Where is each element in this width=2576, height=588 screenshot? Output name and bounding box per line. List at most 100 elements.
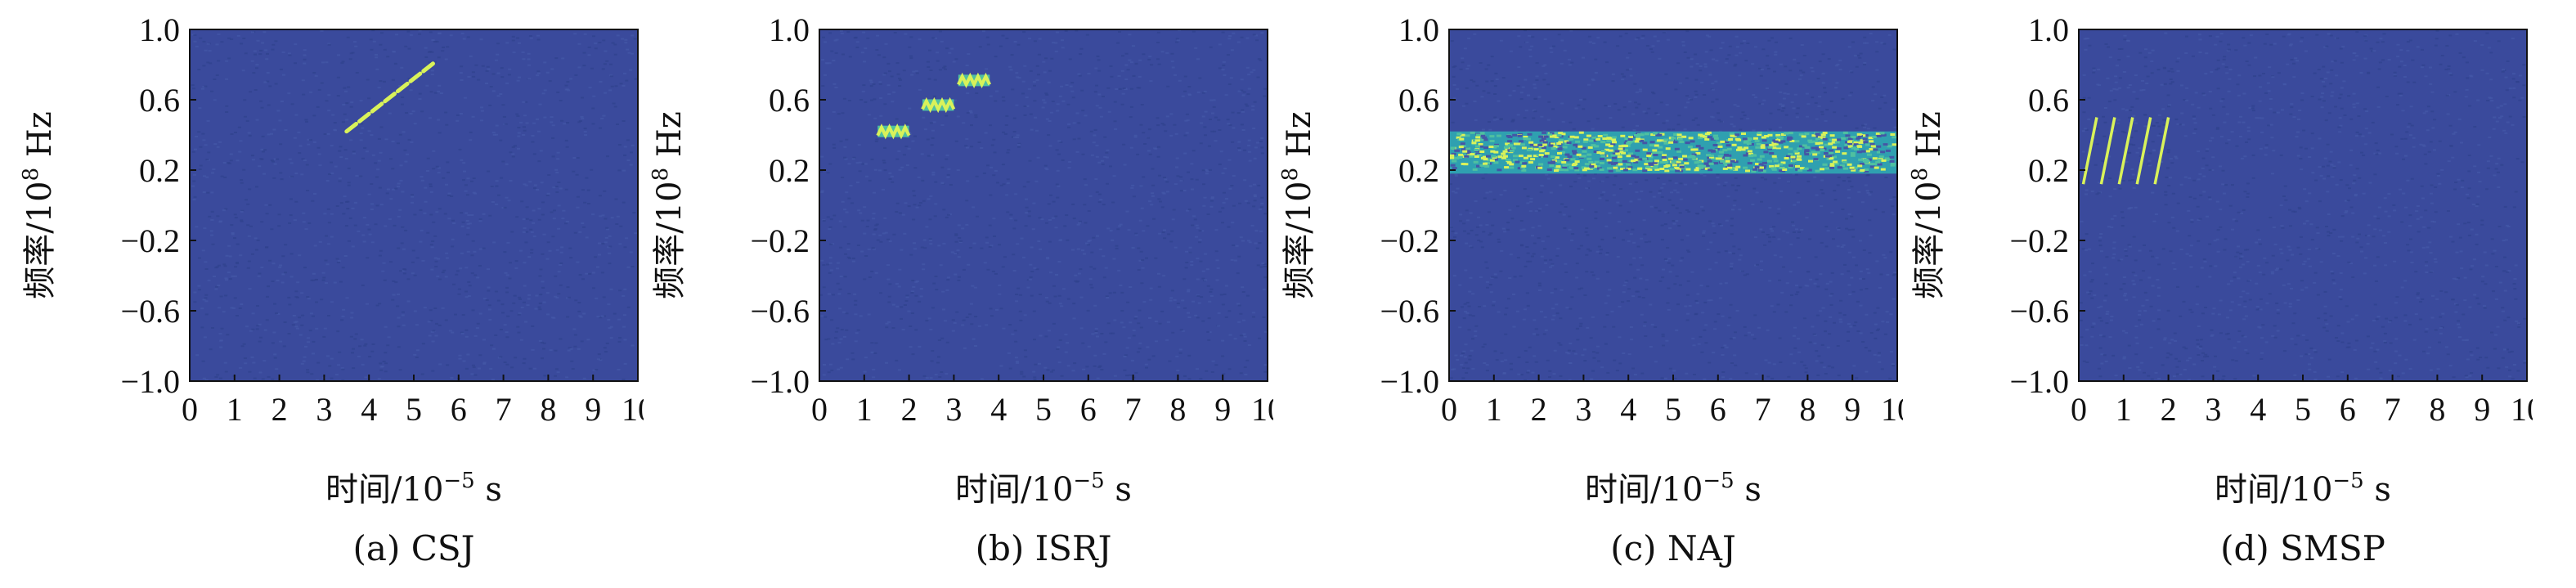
x-tick-label: 7	[2385, 391, 2401, 428]
x-tick-label: 7	[1125, 391, 1142, 428]
heatmap-noise	[191, 29, 638, 381]
x-tick-label: 4	[361, 391, 377, 428]
x-tick-label: 6	[2340, 391, 2356, 428]
y-tick-label: 1.0	[2028, 11, 2069, 48]
x-tick-label: 3	[945, 391, 962, 428]
x-axis-title: 时间/10−5 s	[1585, 469, 1761, 509]
x-tick-label: 8	[540, 391, 556, 428]
x-tick-label: 3	[1575, 391, 1591, 428]
x-tick-label: 10	[1881, 391, 1903, 428]
y-tick-label: 1.0	[139, 11, 180, 48]
heatmap-background	[2079, 29, 2527, 381]
y-tick-label: −0.6	[1380, 293, 1439, 330]
x-tick-label: 2	[272, 391, 288, 428]
x-tick-label: 0	[2071, 391, 2087, 428]
y-tick-label: 0.2	[769, 152, 810, 189]
x-tick-label: 4	[1620, 391, 1636, 428]
x-axis-title: 时间/10−5 s	[325, 469, 502, 509]
y-tick-label: −0.6	[2009, 293, 2069, 330]
x-tick-label: 7	[1755, 391, 1771, 428]
y-tick-label: 1.0	[769, 11, 810, 48]
signal-line-d-1	[2099, 117, 2116, 185]
x-tick-label: 9	[2474, 391, 2490, 428]
x-tick-label: 9	[1844, 391, 1860, 428]
signal-dash	[370, 101, 384, 114]
signal-line-d-3	[2135, 117, 2152, 185]
y-axis-title: 频率/108 Hz	[1278, 111, 1318, 299]
x-tick-label: 2	[2161, 391, 2177, 428]
x-tick-label: 0	[1441, 391, 1457, 428]
y-tick-label: 0.6	[2028, 82, 2069, 119]
x-tick-label: 3	[316, 391, 332, 428]
signal-dash	[383, 92, 397, 104]
y-axis-title: 频率/108 Hz	[19, 111, 59, 299]
panel-caption: (a) CSJ	[353, 528, 475, 568]
y-axis-title: 频率/108 Hz	[648, 111, 689, 299]
x-tick-label: 2	[901, 391, 918, 428]
y-tick-label: −0.6	[120, 293, 180, 330]
x-tick-label: 6	[1080, 391, 1097, 428]
x-tick-label: 3	[2205, 391, 2221, 428]
y-tick-label: 0.2	[1398, 152, 1439, 189]
x-tick-label: 0	[182, 391, 198, 428]
panel-caption: (b) ISRJ	[976, 528, 1112, 568]
y-tick-label: 0.6	[139, 82, 180, 119]
signal-segment-b-2	[957, 72, 992, 89]
y-tick-label: 0.2	[139, 152, 180, 189]
x-tick-label: 4	[990, 391, 1007, 428]
x-tick-label: 6	[451, 391, 467, 428]
signal-chirp-a	[344, 61, 435, 134]
signal-dash	[344, 121, 359, 134]
x-tick-label: 10	[1251, 391, 1273, 428]
y-tick-label: 1.0	[1398, 11, 1439, 48]
heatmap-background	[819, 29, 1268, 381]
x-tick-label: 1	[1486, 391, 1502, 428]
x-tick-label: 9	[1214, 391, 1231, 428]
x-tick-label: 8	[1169, 391, 1186, 428]
heatmap-background	[190, 29, 638, 381]
x-tick-label: 6	[1710, 391, 1726, 428]
y-axis-title: 频率/108 Hz	[1908, 111, 1948, 299]
x-tick-label: 1	[856, 391, 873, 428]
signal-dash	[421, 61, 435, 74]
heatmap-noise	[2079, 29, 2527, 381]
x-axis-title: 时间/10−5 s	[2215, 469, 2391, 509]
y-tick-label: 0.6	[769, 82, 810, 119]
heatmap-noise	[819, 29, 1268, 380]
signal-dash	[408, 71, 423, 83]
y-tick-label: −1.0	[750, 363, 810, 400]
signal-line-d-2	[2117, 117, 2134, 185]
signal-segment-b-0	[876, 123, 911, 140]
x-tick-label: 4	[2250, 391, 2266, 428]
y-tick-label: −0.2	[750, 222, 810, 259]
x-tick-label: 9	[585, 391, 601, 428]
y-tick-label: −0.2	[2009, 222, 2069, 259]
y-tick-label: −0.2	[1380, 222, 1439, 259]
y-tick-label: −1.0	[120, 363, 180, 400]
x-tick-label: 5	[1665, 391, 1681, 428]
y-tick-label: −0.2	[120, 222, 180, 259]
x-tick-label: 10	[622, 391, 644, 428]
x-tick-label: 5	[1035, 391, 1052, 428]
y-tick-label: −1.0	[2009, 363, 2069, 400]
x-tick-label: 2	[1531, 391, 1547, 428]
signal-line-d-0	[2081, 117, 2098, 185]
signal-dash	[395, 81, 410, 94]
signal-line-d-4	[2153, 117, 2170, 185]
x-tick-label: 8	[2429, 391, 2445, 428]
panel-caption: (d) SMSP	[2220, 528, 2385, 568]
y-tick-label: 0.2	[2028, 152, 2069, 189]
x-tick-label: 7	[496, 391, 512, 428]
signal-band-c	[1449, 131, 1897, 174]
x-tick-label: 1	[2116, 391, 2132, 428]
x-tick-label: 10	[2511, 391, 2533, 428]
x-tick-label: 1	[227, 391, 243, 428]
panel-caption: (c) NAJ	[1610, 528, 1736, 568]
signal-dash	[357, 111, 371, 123]
